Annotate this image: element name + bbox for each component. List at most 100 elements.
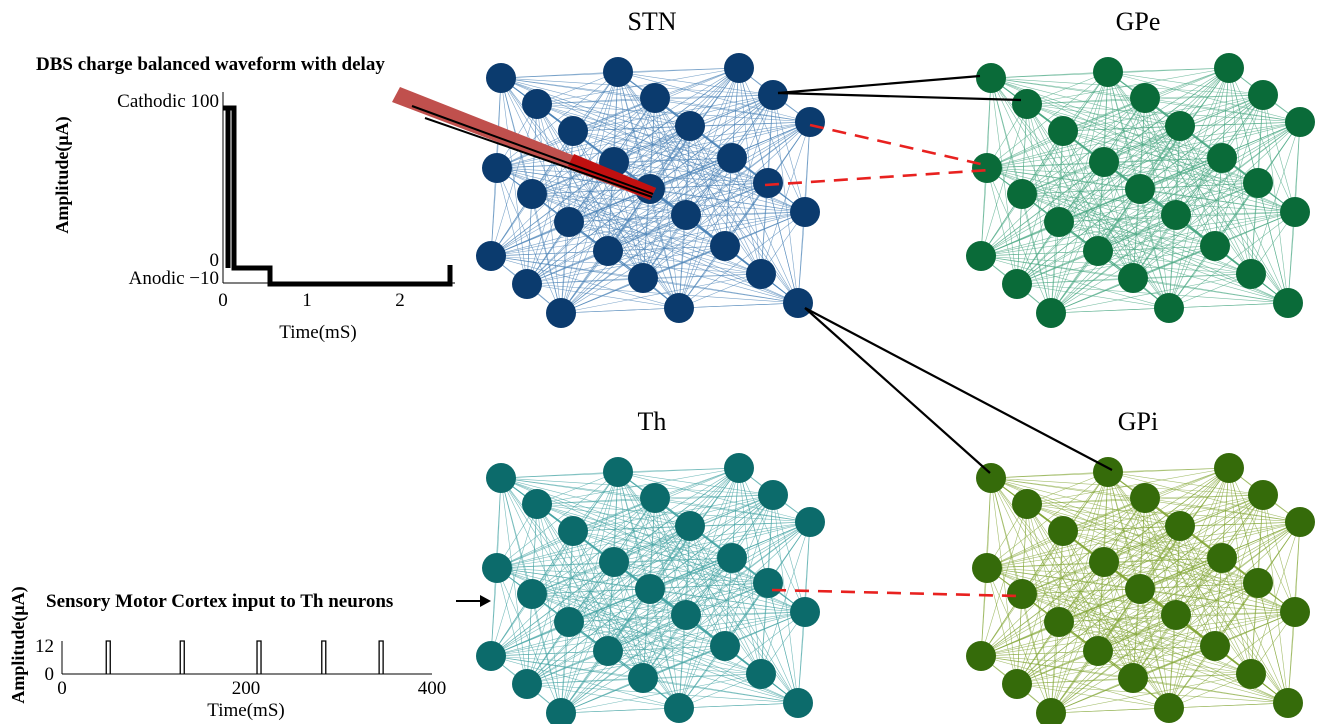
- gpi-synapse: [1097, 467, 1230, 652]
- th-synapse: [531, 467, 740, 595]
- stn-to-gpi-excitatory-1: [804, 307, 991, 474]
- th-synapse: [490, 503, 538, 657]
- gpe-neuron: [1285, 107, 1315, 137]
- gpi-synapse: [1103, 467, 1230, 563]
- cortex-pulse: [378, 640, 384, 674]
- gpe-synapse: [1050, 125, 1181, 314]
- stn-synapse: [490, 125, 691, 257]
- cortex-pulse: [105, 640, 111, 674]
- gpe-synapse: [980, 255, 1170, 309]
- gpe-neuron: [1048, 116, 1078, 146]
- th-network: Th: [476, 407, 825, 724]
- th-synapse: [654, 494, 774, 499]
- th-neuron: [717, 543, 747, 573]
- gpe-synapse: [980, 71, 1109, 257]
- stn-neuron: [753, 168, 783, 198]
- cortex-caption: Sensory Motor Cortex input to Th neurons: [46, 591, 393, 612]
- th-neuron: [710, 631, 740, 661]
- th-neuron: [522, 489, 552, 519]
- gpi-neuron: [972, 553, 1002, 583]
- gpe-synapse: [1139, 182, 1259, 190]
- gpi-synapse: [1026, 503, 1223, 559]
- gpe-network-neurons: [966, 53, 1315, 328]
- stn-neuron: [476, 241, 506, 271]
- gpi-neuron: [1083, 636, 1113, 666]
- stn-synapse: [568, 130, 574, 223]
- stn-synapse: [607, 250, 762, 275]
- stn-synapse: [613, 67, 740, 163]
- gpi-synapse: [1050, 525, 1181, 714]
- th-neuron: [546, 698, 576, 724]
- gpe-synapse: [1132, 182, 1259, 279]
- gpe-neuron: [1214, 53, 1244, 83]
- gpi-synapse: [1168, 614, 1177, 709]
- inter-network-connections: [764, 74, 1113, 598]
- gpe-neuron: [1089, 147, 1119, 177]
- stn-neuron: [517, 179, 547, 209]
- th-synapse: [738, 467, 806, 613]
- gpi-synapse: [1179, 525, 1289, 704]
- th-synapse: [500, 477, 570, 623]
- stn-synapse: [678, 211, 806, 309]
- gpe-synapse: [1168, 67, 1230, 309]
- gpe-synapse: [1103, 67, 1230, 163]
- gpi-neuron: [976, 463, 1006, 493]
- gpi-neuron: [1048, 516, 1078, 546]
- gpi-network: GPi: [966, 407, 1315, 724]
- gpi-synapse: [1058, 530, 1064, 623]
- gpi-synapse: [1228, 467, 1296, 613]
- gpi-synapse: [980, 471, 1109, 657]
- th-synapse: [496, 467, 740, 569]
- stn-neuron: [628, 263, 658, 293]
- gpe-neuron: [1083, 236, 1113, 266]
- th-synapse: [617, 467, 740, 473]
- gpi-synapse: [1021, 467, 1230, 595]
- gpe-synapse: [1016, 211, 1296, 285]
- stn-synapse: [526, 71, 619, 285]
- cathodic-label: Cathodic 100: [117, 91, 219, 112]
- stn-synapse: [642, 67, 740, 279]
- gpe-synapse: [1168, 94, 1264, 309]
- gpe-network: GPe: [966, 7, 1315, 328]
- gpi-synapse: [1287, 611, 1296, 704]
- gpi-synapse: [1144, 497, 1170, 709]
- stn-neuron: [554, 207, 584, 237]
- gpe-synapse: [1097, 211, 1296, 252]
- stn-synapse: [685, 67, 740, 216]
- th-synapse: [797, 611, 806, 704]
- dbs-waveform-panel: DBS charge balanced waveform with delay …: [36, 54, 455, 343]
- stn-neuron: [795, 107, 825, 137]
- gpi-synapse: [1179, 521, 1301, 527]
- dbs-electrode: [392, 87, 656, 200]
- stn-neuron: [710, 231, 740, 261]
- gpi-synapse: [1168, 702, 1289, 709]
- stn-neuron: [593, 236, 623, 266]
- th-synapse: [678, 494, 774, 709]
- cortex-ytick-0: 0: [45, 664, 55, 685]
- gpi-neuron: [1243, 568, 1273, 598]
- gpi-neuron: [1200, 631, 1230, 661]
- stn-synapse: [654, 94, 774, 99]
- stn-synapse: [678, 157, 733, 309]
- gpi-synapse: [1097, 494, 1264, 652]
- stn-synapse: [490, 157, 733, 257]
- gpe-synapse: [1179, 121, 1301, 127]
- stn-synapse: [526, 211, 806, 285]
- gpi-synapse: [1139, 582, 1259, 590]
- gpe-neuron: [1236, 259, 1266, 289]
- gpe-neuron: [1118, 263, 1148, 293]
- stn-synapse: [560, 125, 691, 314]
- th-synapse: [560, 471, 619, 714]
- gpe-synapse: [1262, 94, 1296, 213]
- stn-neuron: [724, 53, 754, 83]
- gpe-neuron: [1165, 111, 1195, 141]
- stn-synapse: [731, 157, 762, 275]
- th-synapse: [531, 497, 656, 595]
- gpi-neuron: [1036, 698, 1066, 724]
- cortex-xlabel: Time(mS): [207, 700, 284, 721]
- th-neuron: [512, 669, 542, 699]
- gpi-synapse: [980, 503, 1028, 657]
- stn-synapse: [536, 103, 733, 159]
- stn-synapse: [689, 121, 811, 127]
- stn-synapse: [760, 121, 811, 275]
